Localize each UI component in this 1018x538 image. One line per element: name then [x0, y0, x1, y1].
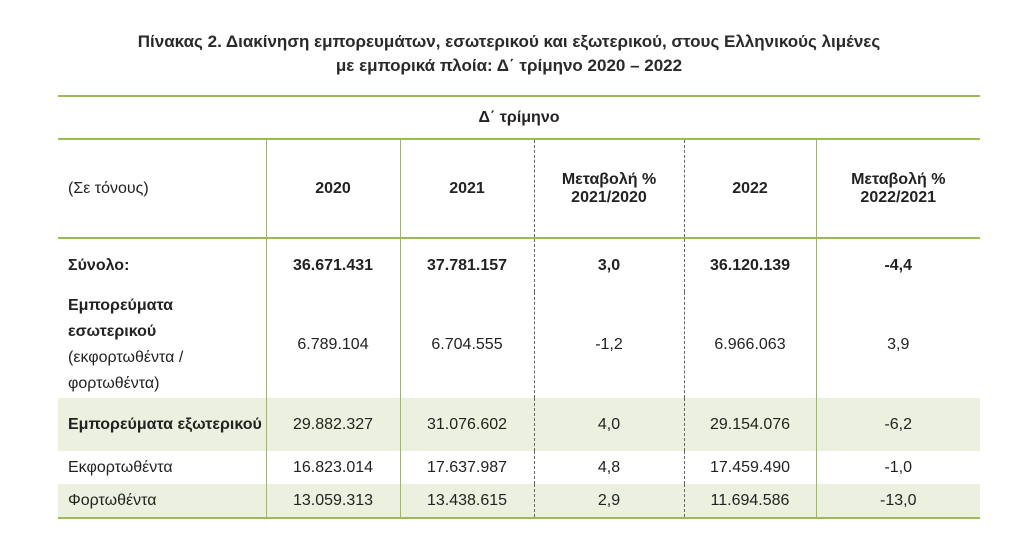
table-row: Εμπορεύματα εσωτερικού (εκφορτωθέντα / φ… — [58, 292, 980, 398]
cell-2021: 6.704.555 — [399, 292, 535, 398]
table-title-line-2: με εμπορικά πλοία: Δ΄ τρίμηνο 2020 – 202… — [335, 56, 683, 75]
unit-header: (Σε τόνους) — [58, 138, 266, 239]
cell-change-2021: -1,2 — [533, 292, 685, 398]
table-title: Πίνακας 2. Διακίνηση εμπορευμάτων, εσωτε… — [0, 30, 1018, 78]
cell-2021: 13.438.615 — [399, 484, 535, 519]
table-row: Σύνολο: 36.671.431 37.781.157 3,0 36.120… — [58, 238, 980, 292]
period-header: Δ΄ τρίμηνο — [58, 95, 980, 139]
header-2020: 2020 — [265, 138, 400, 239]
cell-change-2021: 2,9 — [533, 484, 685, 519]
column-header-row: (Σε τόνους) 2020 2021 Μεταβολή % 2021/20… — [58, 138, 980, 239]
cell-2020: 36.671.431 — [265, 238, 400, 292]
header-change-2022: Μεταβολή % 2022/2021 — [815, 138, 980, 239]
cell-change-2022: -4,4 — [815, 238, 980, 292]
row-label: Σύνολο: — [68, 256, 130, 274]
table-row: Εμπορεύματα εξωτερικού 29.882.327 31.076… — [58, 398, 980, 451]
cell-change-2022: -1,0 — [815, 451, 980, 484]
header-2022: 2022 — [683, 138, 816, 239]
freight-table: Δ΄ τρίμηνο (Σε τόνους) 2020 2021 Μεταβολ… — [58, 95, 980, 519]
cell-2021: 37.781.157 — [399, 238, 535, 292]
cell-2020: 29.882.327 — [265, 398, 400, 451]
cell-2021: 31.076.602 — [399, 398, 535, 451]
cell-change-2022: 3,9 — [815, 292, 980, 398]
cell-2022: 17.459.490 — [683, 451, 816, 484]
row-label: Εκφορτωθέντα — [68, 458, 173, 476]
cell-change-2021: 4,0 — [533, 398, 685, 451]
row-label-sub: (εκφορτωθέντα / φορτωθέντα) — [68, 349, 184, 392]
cell-2020: 13.059.313 — [265, 484, 400, 519]
cell-2022: 6.966.063 — [683, 292, 816, 398]
cell-2021: 17.637.987 — [399, 451, 535, 484]
cell-change-2021: 4,8 — [533, 451, 685, 484]
cell-2020: 6.789.104 — [265, 292, 400, 398]
table-title-line-1: Πίνακας 2. Διακίνηση εμπορευμάτων, εσωτε… — [137, 32, 881, 51]
row-label: Εμπορεύματα εξωτερικού — [58, 398, 266, 451]
cell-change-2022: -13,0 — [815, 484, 980, 519]
row-label-main: Εμπορεύματα εσωτερικού — [68, 297, 173, 340]
row-label: Εμπορεύματα εσωτερικού (εκφορτωθέντα / φ… — [58, 292, 266, 398]
period-header-row: Δ΄ τρίμηνο — [58, 95, 980, 139]
cell-2022: 11.694.586 — [683, 484, 816, 519]
cell-2020: 16.823.014 — [265, 451, 400, 484]
cell-change-2021: 3,0 — [533, 238, 685, 292]
header-2021: 2021 — [399, 138, 535, 239]
header-change-2021: Μεταβολή % 2021/2020 — [533, 138, 685, 239]
cell-change-2022: -6,2 — [815, 398, 980, 451]
table-row: Εκφορτωθέντα 16.823.014 17.637.987 4,8 1… — [58, 451, 980, 484]
cell-2022: 29.154.076 — [683, 398, 816, 451]
table-row: Φορτωθέντα 13.059.313 13.438.615 2,9 11.… — [58, 484, 980, 519]
row-label: Φορτωθέντα — [58, 484, 266, 519]
cell-2022: 36.120.139 — [683, 238, 816, 292]
